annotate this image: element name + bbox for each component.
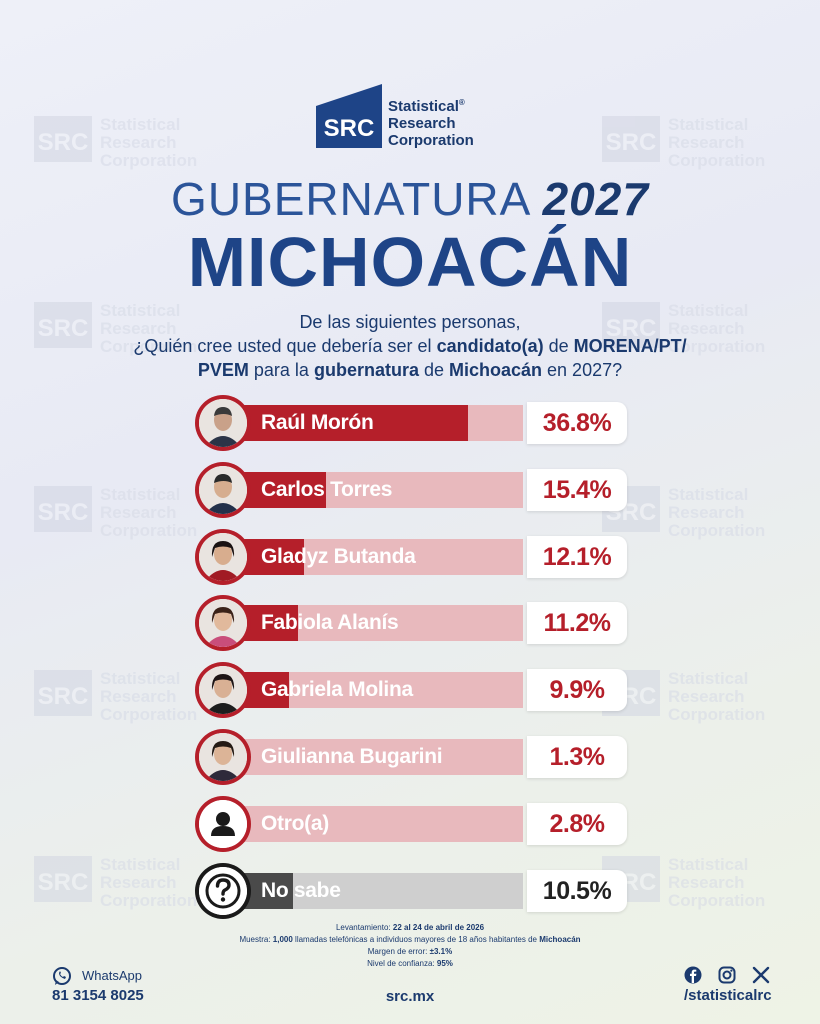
value-box: 36.8% xyxy=(527,402,627,444)
watermark: SRCStatistical Research Corporation xyxy=(602,302,765,356)
value-box: 2.8% xyxy=(527,802,627,845)
bar-label: Carlos Torres xyxy=(261,477,393,501)
data-label: 36.8% xyxy=(542,409,612,437)
value-box: 10.5% xyxy=(527,869,627,912)
bar-track xyxy=(223,805,523,842)
bar-row: Raúl Morón 36.8% xyxy=(195,395,629,451)
data-label: 9.9% xyxy=(549,676,605,705)
bar-row: Gabriela Molina 9.9% xyxy=(195,662,629,719)
phone-number[interactable]: 81 3154 8025 xyxy=(52,987,144,1004)
watermark: SRCStatistical Research Corporation xyxy=(34,302,197,356)
facebook-icon[interactable] xyxy=(684,966,702,984)
whatsapp-label: WhatsApp xyxy=(82,968,142,983)
question-mark-icon xyxy=(195,862,251,919)
data-label: 15.4% xyxy=(542,475,612,504)
title-gubernatura: GUBERNATURA 2027 xyxy=(171,173,649,225)
value-box: 12.1% xyxy=(527,535,627,578)
title-state: MICHOACÁN xyxy=(187,223,633,301)
bar xyxy=(223,405,469,441)
data-label: 2.8% xyxy=(549,809,605,838)
data-label: 12.1% xyxy=(542,542,612,571)
watermark: SRCStatistical Research Corporation xyxy=(34,670,197,724)
value-box: 1.3% xyxy=(527,736,627,778)
person-icon xyxy=(195,795,251,852)
candidate-photo xyxy=(195,729,251,785)
bar-label: Gladyz Butanda xyxy=(261,544,416,568)
question: De las siguientes personas, ¿Quién cree … xyxy=(133,312,687,380)
watermark: SRCStatistical Research Corporation xyxy=(34,486,197,540)
src-logo: SRC Statistical® Research Corporation xyxy=(316,84,516,150)
logo-line1: Statistical xyxy=(388,98,459,115)
bar-row: Otro(a) 2.8% xyxy=(195,795,629,852)
value-box: 15.4% xyxy=(527,468,627,511)
bar-row: Fabiola Alanís 11.2% xyxy=(195,595,629,652)
bar-label: No sabe xyxy=(261,878,341,902)
bar-track xyxy=(223,739,523,775)
bar-row: Carlos Torres 15.4% xyxy=(195,461,629,518)
social-handle[interactable]: /statisticalrc xyxy=(684,987,772,1004)
watermark: SRCStatistical Research Corporation xyxy=(34,856,197,910)
watermark: SRCStatistical Research Corporation xyxy=(602,116,765,170)
logo-line3: Corporation xyxy=(388,132,474,149)
candidate-photo xyxy=(195,528,251,585)
candidate-photo xyxy=(195,461,251,518)
bar-label: Gabriela Molina xyxy=(261,678,413,702)
data-label: 10.5% xyxy=(542,876,612,905)
website-link[interactable]: src.mx xyxy=(385,988,435,1005)
title-year: 2027 xyxy=(542,173,649,225)
data-label: 1.3% xyxy=(549,743,605,771)
candidate-photo xyxy=(195,395,251,451)
watermark: SRCStatistical Research Corporation xyxy=(34,116,197,170)
bar-label: Giulianna Bugarini xyxy=(261,745,443,768)
candidate-photo xyxy=(195,595,251,652)
instagram-icon[interactable] xyxy=(718,966,736,984)
bar-row: No sabe 10.5% xyxy=(195,862,629,919)
whatsapp-icon[interactable] xyxy=(52,966,72,986)
candidate-photo xyxy=(195,662,251,719)
bar-label: Otro(a) xyxy=(261,811,329,835)
bar-label: Fabiola Alanís xyxy=(261,611,399,635)
social-icons xyxy=(684,966,774,986)
svg-text:SRC: SRC xyxy=(324,115,375,142)
bar-row: Gladyz Butanda 12.1% xyxy=(195,528,629,585)
value-box: 11.2% xyxy=(527,602,627,645)
methodology-notes: Levantamiento: 22 al 24 de abril de 2026… xyxy=(239,923,581,968)
value-box: 9.9% xyxy=(527,669,627,712)
watermark: SRCStatistical Research Corporation xyxy=(602,486,765,540)
bar-row: Giulianna Bugarini 1.3% xyxy=(195,729,629,785)
x-icon[interactable] xyxy=(752,966,770,984)
bar-label: Raúl Morón xyxy=(261,411,374,434)
data-label: 11.2% xyxy=(543,609,611,638)
logo-line2: Research xyxy=(388,115,456,132)
src-logo-mark: SRC xyxy=(316,84,382,148)
